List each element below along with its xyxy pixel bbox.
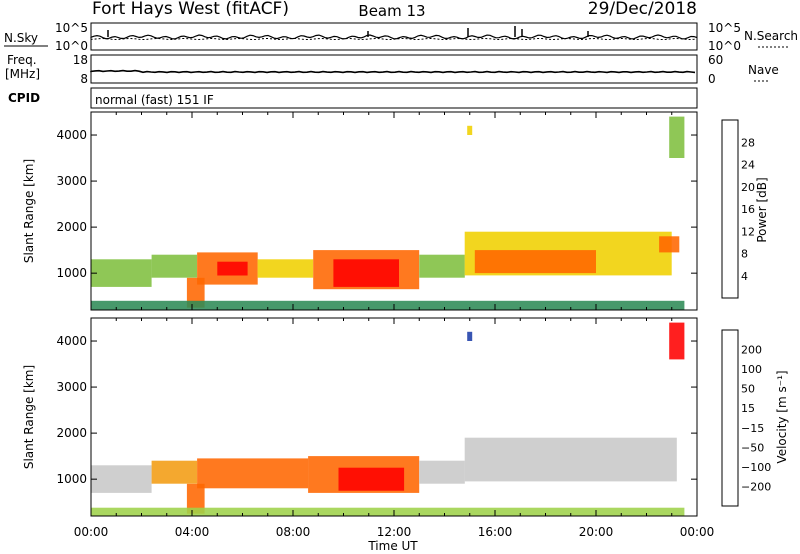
nsky-trace — [90, 26, 698, 41]
freq-unit-label: [MHz] — [5, 67, 40, 81]
velocity-region-0 — [91, 465, 152, 493]
nsky-panel-frame — [90, 22, 698, 51]
vel-cbar-tick-3: 15 — [741, 402, 755, 415]
nsearch-label: N.Search — [744, 29, 798, 43]
velocity-region-7 — [464, 437, 677, 482]
velocity-x-ticks — [90, 318, 698, 516]
nsky-label: N.Sky — [4, 31, 38, 45]
velocity-region-2 — [186, 483, 205, 514]
cpid-label: CPID — [8, 91, 40, 105]
time-tick-label-1: 04:00 — [175, 525, 210, 539]
nsky-left-tick-bottom: 10^0 — [55, 39, 88, 53]
cpid-value: normal (fast) 151 IF — [95, 93, 214, 107]
velocity-region-6 — [419, 460, 465, 484]
vel-cbar-tick-7: −200 — [741, 480, 771, 493]
cpid-panel-frame — [90, 87, 698, 109]
time-tick-label-5: 20:00 — [579, 525, 614, 539]
nave-label: Nave — [748, 63, 779, 77]
power-cbar-frame — [721, 119, 739, 299]
freq-trace — [90, 69, 696, 74]
velocity-ytick-label-3: 4000 — [56, 334, 87, 348]
time-axis-labels: 00:00 04:00 08:00 12:00 16:00 20:00 00:00 — [74, 525, 715, 539]
power-ytick-label-0: 1000 — [56, 266, 87, 280]
power-y-ticks: 1000 2000 3000 4000 — [56, 128, 697, 280]
power-cbar-tick-1: 24 — [741, 159, 755, 172]
velocity-region-1 — [151, 460, 198, 484]
power-ytick-label-1: 2000 — [56, 220, 87, 234]
time-tick-label-4: 16:00 — [478, 525, 513, 539]
freq-line — [90, 69, 696, 74]
velocity-ytick-label-1: 2000 — [56, 426, 87, 440]
power-cbar-tick-0: 28 — [741, 136, 755, 149]
time-tick-label-6: 00:00 — [680, 525, 715, 539]
power-panel: 1000 2000 3000 4000 Slant Range [km] — [22, 111, 698, 311]
velocity-colorbar-label: Velocity [m s⁻¹] — [775, 370, 789, 463]
power-region-1 — [151, 254, 198, 278]
time-tick-label-3: 12:00 — [377, 525, 412, 539]
vel-cbar-tick-1: 100 — [741, 363, 762, 376]
power-ytick-label-3: 4000 — [56, 128, 87, 142]
power-x-ticks — [90, 112, 698, 310]
power-region-11 — [659, 236, 680, 253]
time-tick-label-0: 00:00 — [74, 525, 109, 539]
velocity-panel: 1000 2000 3000 4000 Slant Range [km] — [22, 317, 698, 517]
power-region-13 — [467, 125, 473, 135]
beam-title: Beam 13 — [358, 2, 425, 20]
power-cbar-tick-5: 8 — [741, 248, 748, 261]
velocity-colorbar: 200 100 50 15 −15 −50 −100 −200 — [721, 329, 771, 507]
velocity-region-9 — [467, 331, 473, 341]
power-region-5 — [257, 259, 314, 278]
power-region-7 — [333, 259, 399, 287]
power-cbar-tick-4: 12 — [741, 225, 755, 238]
power-heatmap-cells — [91, 116, 685, 310]
freq-tick-bottom: 8 — [80, 72, 88, 86]
freq-tick-top: 18 — [73, 53, 88, 67]
power-region-10 — [474, 250, 596, 274]
vel-cbar-tick-2: 50 — [741, 383, 755, 396]
vel-cbar-tick-0: 200 — [741, 344, 762, 357]
power-cbar-tick-2: 20 — [741, 181, 755, 194]
power-region-2 — [186, 277, 205, 308]
power-region-4 — [217, 261, 248, 276]
power-ylabel: Slant Range [km] — [22, 159, 36, 263]
velocity-region-5 — [338, 467, 405, 491]
nsky-left-tick-top: 10^5 — [55, 21, 88, 35]
power-region-0 — [91, 259, 152, 287]
nsky-right-tick-top: 10^5 — [708, 21, 741, 35]
vel-cbar-tick-4: −15 — [741, 422, 764, 435]
velocity-ytick-label-0: 1000 — [56, 472, 87, 486]
time-tick-label-2: 08:00 — [276, 525, 311, 539]
vel-cbar-frame — [721, 329, 739, 507]
velocity-region-10 — [669, 322, 685, 360]
power-region-14 — [669, 116, 685, 158]
date-title: 29/Dec/2018 — [588, 0, 697, 19]
power-region-12 — [91, 300, 685, 310]
nave-tick-bottom: 0 — [708, 72, 716, 86]
power-colorbar-label: Power [dB] — [755, 177, 769, 242]
vel-cbar-tick-5: −50 — [741, 441, 764, 454]
nsky-right-tick-bottom: 10^0 — [708, 39, 741, 53]
nsky-line — [90, 34, 698, 40]
power-cbar-tick-6: 4 — [741, 270, 748, 283]
velocity-region-3 — [197, 458, 309, 489]
site-title: Fort Hays West (fitACF) — [92, 0, 289, 19]
velocity-ylabel: Slant Range [km] — [22, 365, 36, 469]
power-colorbar: 28 24 20 16 12 8 4 — [721, 119, 755, 299]
freq-panel-frame — [90, 54, 698, 84]
velocity-heatmap-cells — [91, 322, 685, 516]
velocity-region-8 — [91, 507, 685, 516]
vel-cbar-tick-6: −100 — [741, 461, 771, 474]
power-cbar-tick-3: 16 — [741, 203, 755, 216]
freq-label: Freq. — [7, 53, 37, 67]
power-ytick-label-2: 3000 — [56, 174, 87, 188]
power-region-8 — [419, 254, 465, 278]
nave-tick-top: 60 — [708, 53, 723, 67]
time-axis-label: Time UT — [367, 539, 418, 553]
velocity-ytick-label-2: 3000 — [56, 380, 87, 394]
velocity-y-ticks: 1000 2000 3000 4000 — [56, 334, 697, 486]
